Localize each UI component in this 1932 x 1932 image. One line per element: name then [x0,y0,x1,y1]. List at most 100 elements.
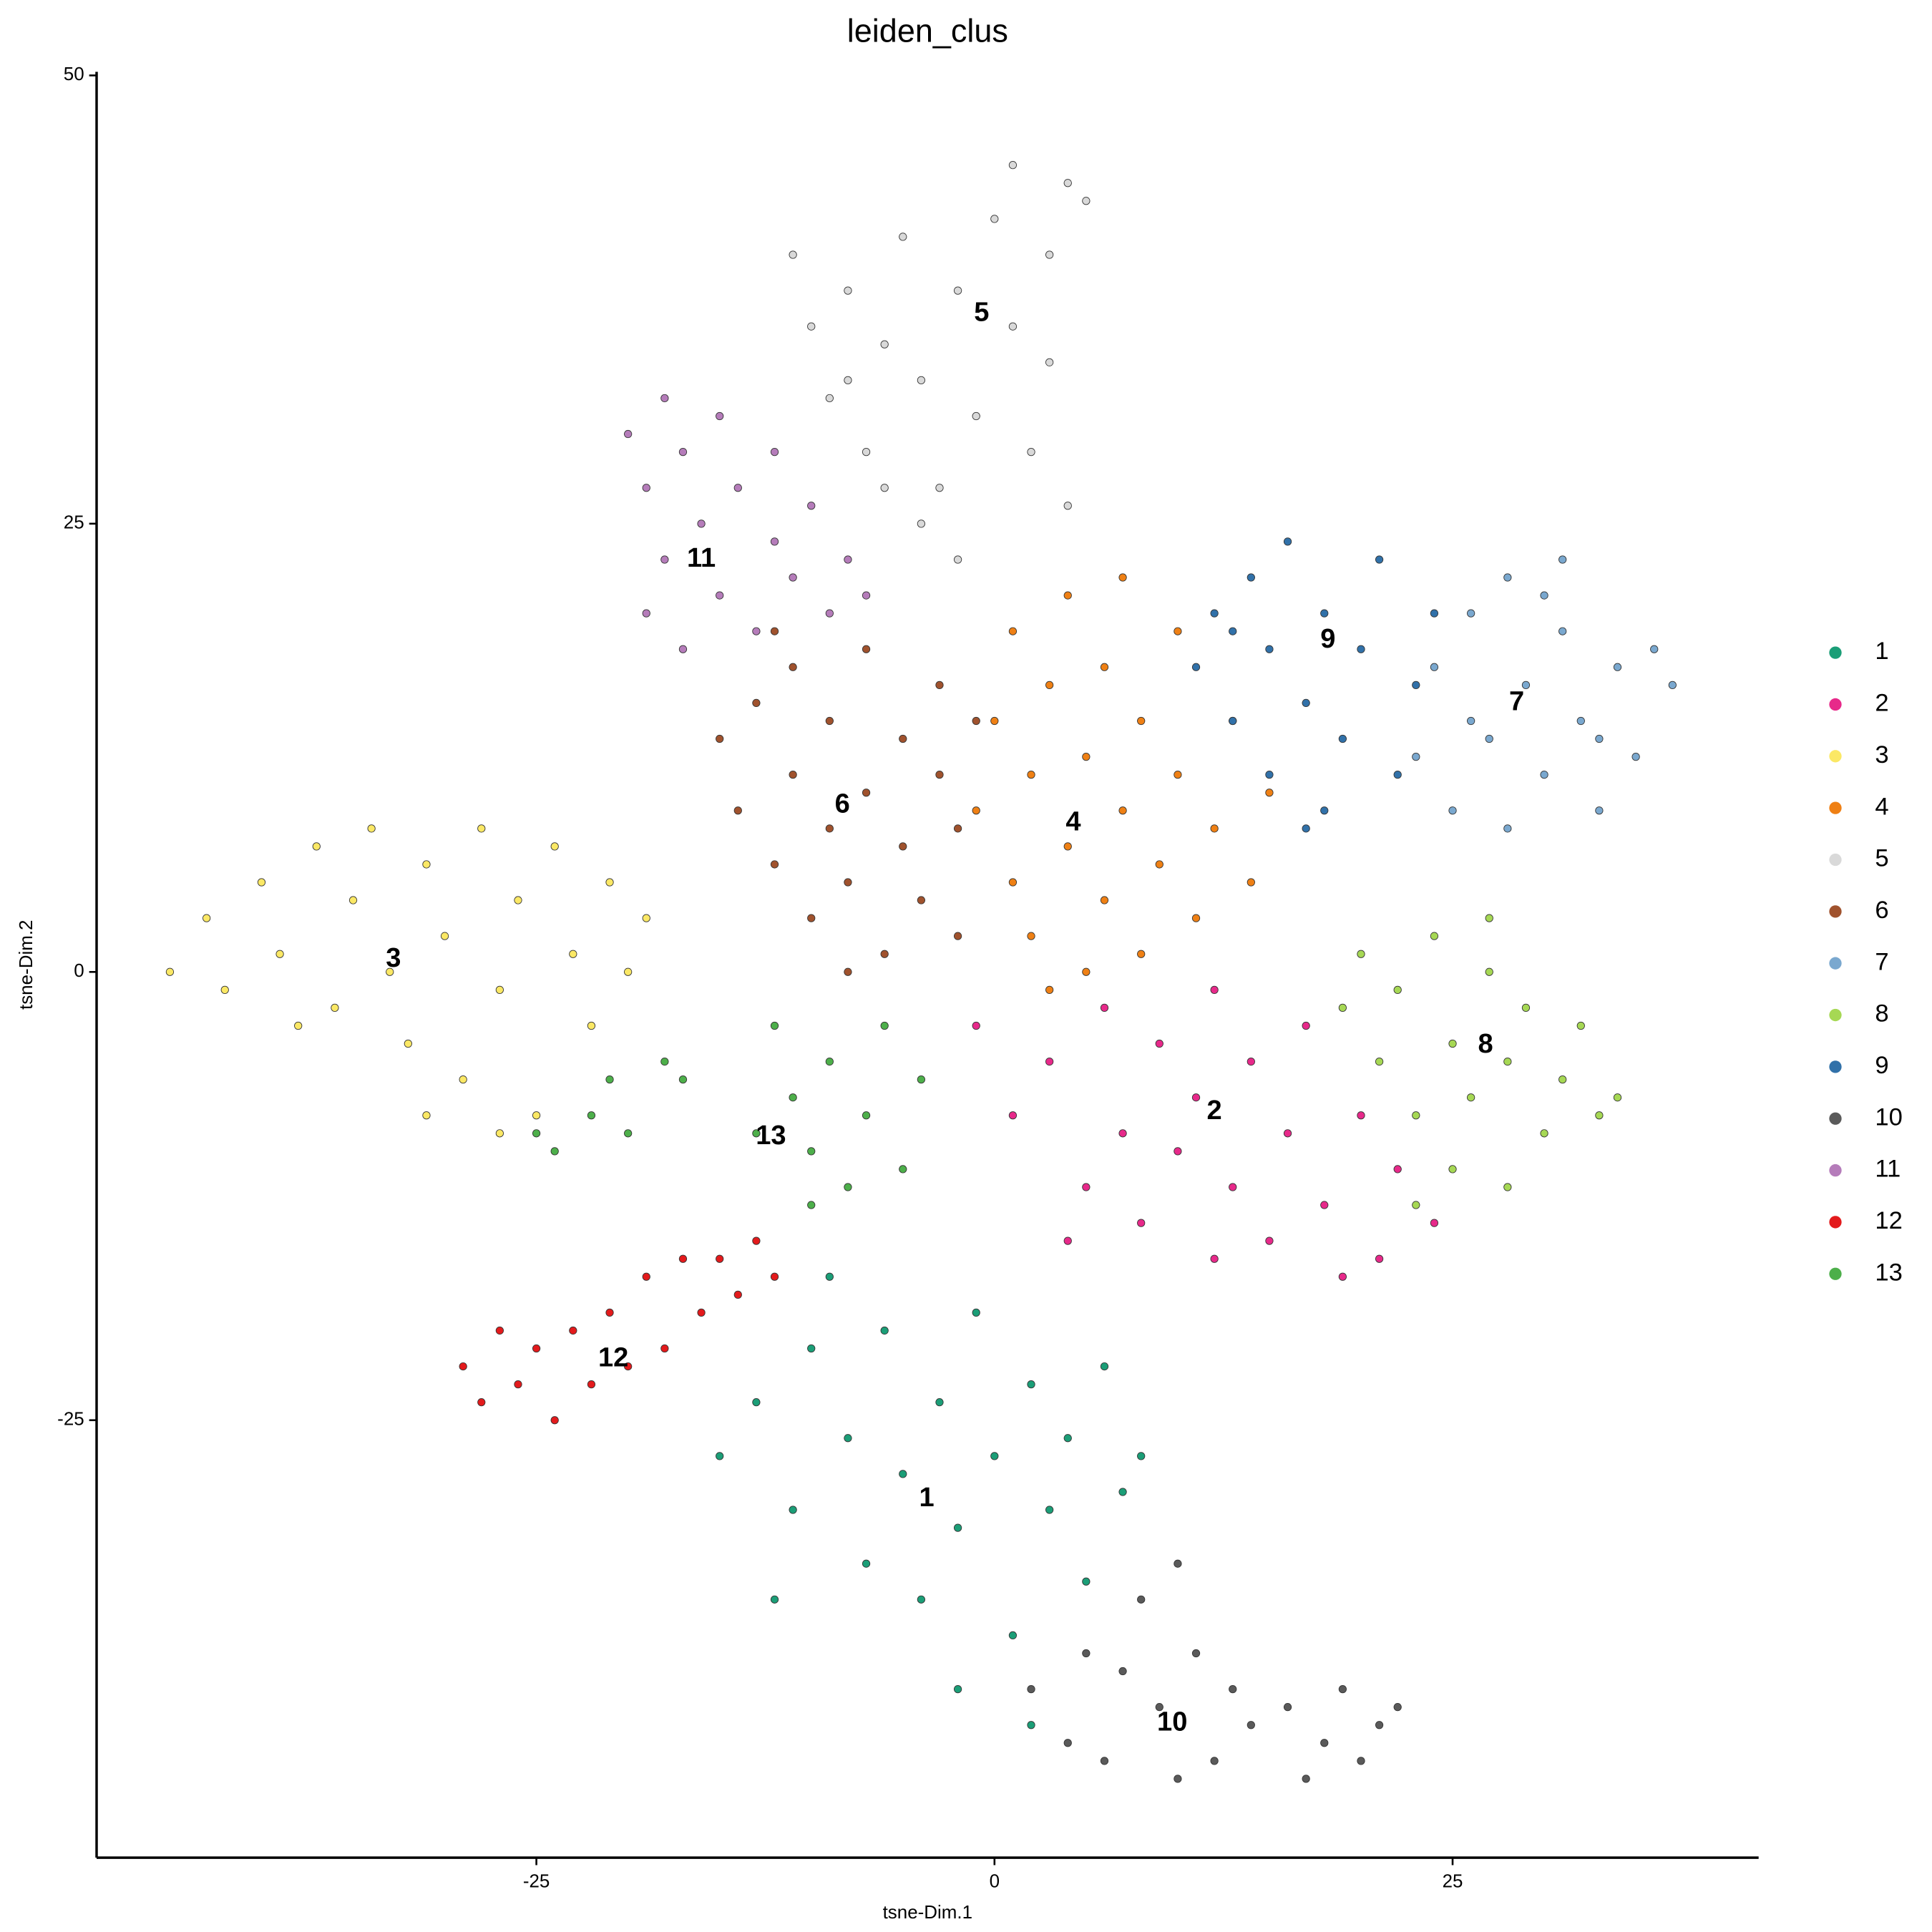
point [605,1308,614,1317]
point [642,484,650,492]
point [1503,573,1512,582]
point [660,555,669,564]
point [1485,914,1493,922]
point [1650,645,1659,653]
point [550,1147,559,1156]
point [825,1272,834,1281]
point [678,1075,688,1084]
legend-label: 1 [1875,638,1888,665]
point [1174,771,1182,779]
point [1430,1219,1439,1227]
cluster-label: 7 [1509,686,1524,716]
point [1027,771,1035,779]
point [935,1398,944,1407]
point [1082,1577,1091,1586]
y-axis-title: tsne-Dim.2 [15,920,36,1010]
cluster-label: 6 [835,789,850,819]
cluster-label: 4 [1065,806,1080,836]
point [1210,1757,1219,1765]
point [1540,771,1548,779]
point [752,1398,761,1407]
point [1576,1021,1585,1030]
point [1082,967,1091,976]
point [1210,824,1219,833]
point [624,1129,633,1138]
point [1357,950,1365,958]
point [1008,161,1018,170]
point [844,967,852,976]
point [1027,1721,1035,1729]
point [1631,752,1640,761]
point [1229,716,1237,726]
point [807,1344,816,1353]
point [1191,914,1201,922]
legend-marker [1829,1267,1842,1280]
point [1027,1380,1035,1389]
point [1430,932,1439,940]
point [532,1344,541,1353]
point [1229,1684,1237,1694]
point [880,484,889,492]
point [1100,1003,1109,1013]
point [880,340,889,348]
point [825,824,834,833]
point [807,1201,816,1209]
point [1302,698,1310,708]
point [1521,1003,1531,1013]
point [1063,502,1072,510]
legend-marker [1829,957,1842,970]
legend-label: 9 [1875,1052,1888,1079]
point [844,286,852,295]
point [825,716,834,726]
point [1375,1721,1384,1729]
point [642,609,650,618]
point [953,555,962,564]
point [733,484,742,492]
point [1503,1057,1512,1066]
point [1045,358,1054,366]
point [862,591,871,600]
point [1357,1111,1365,1120]
point [477,824,486,833]
point [1246,1721,1255,1729]
cluster-label: 2 [1207,1096,1222,1126]
legend-label: 11 [1875,1156,1901,1183]
point [1008,1631,1018,1640]
x-tick-label: -25 [523,1870,550,1892]
point [770,1272,779,1281]
point [1393,1165,1402,1174]
point [1302,1775,1310,1783]
y-tick-label: 0 [74,960,84,981]
point [789,573,797,582]
legend-label: 2 [1875,690,1888,717]
point [495,985,504,994]
point [1082,752,1091,761]
point [990,1452,999,1460]
point [1320,1201,1329,1209]
point [1246,878,1255,887]
point [1118,806,1127,815]
point [1027,447,1035,457]
point [440,932,449,940]
point [678,447,688,457]
point [1338,1684,1347,1694]
point [624,429,633,439]
point [514,1380,522,1389]
point [1393,985,1402,994]
point [972,411,980,421]
point [1375,1254,1384,1263]
point [1412,752,1420,761]
point [1045,250,1054,259]
point [587,1111,596,1120]
point [587,1021,596,1030]
point [770,537,779,546]
point [899,1165,907,1174]
point [862,789,871,797]
point [1063,1434,1072,1443]
point [880,1021,889,1030]
chart-title: leiden_clus [847,13,1008,49]
point [972,1308,980,1317]
point [770,1021,779,1030]
point [1540,591,1548,600]
